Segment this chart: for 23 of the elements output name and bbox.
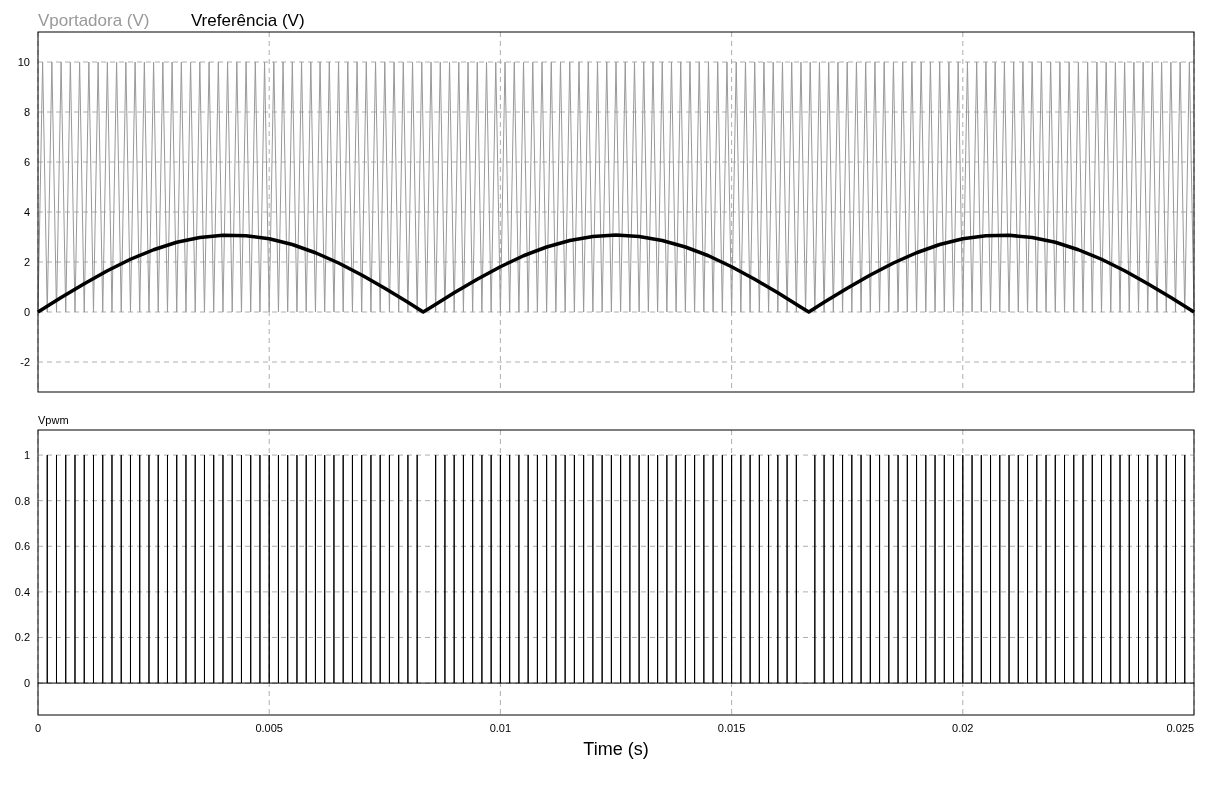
y-tick-label: 1	[23, 449, 30, 462]
x-tick-label: 0.005	[255, 722, 283, 734]
text: Vpwm	[38, 414, 69, 426]
y-tick-label: 2	[23, 256, 30, 268]
y-tick-label: -2	[20, 356, 30, 368]
text: Vreferência (V)	[190, 11, 305, 30]
x-tick-label: 0.015	[717, 722, 746, 734]
y-tick-label: 6	[23, 156, 30, 168]
y-tick-label: 10	[17, 56, 30, 68]
y-tick-label: 0.6	[14, 540, 30, 553]
x-tick-label: 0.01	[489, 722, 512, 734]
y-tick-label: 0	[23, 677, 30, 690]
x-tick-label: 0.02	[952, 722, 974, 734]
y-tick-label: 0.4	[14, 585, 30, 598]
y-tick-label: 8	[23, 106, 30, 118]
series-label: Vportadora (V)	[38, 11, 150, 30]
x-tick-label: 0	[34, 722, 42, 734]
y-tick-label: 4	[23, 206, 30, 218]
x-axis-title: Time (s)	[583, 739, 649, 759]
y-tick-label: 0.8	[14, 494, 30, 507]
y-tick-label: 0	[23, 306, 30, 318]
x-tick-label: 0.025	[1166, 722, 1194, 734]
y-tick-label: 0.2	[14, 631, 30, 644]
